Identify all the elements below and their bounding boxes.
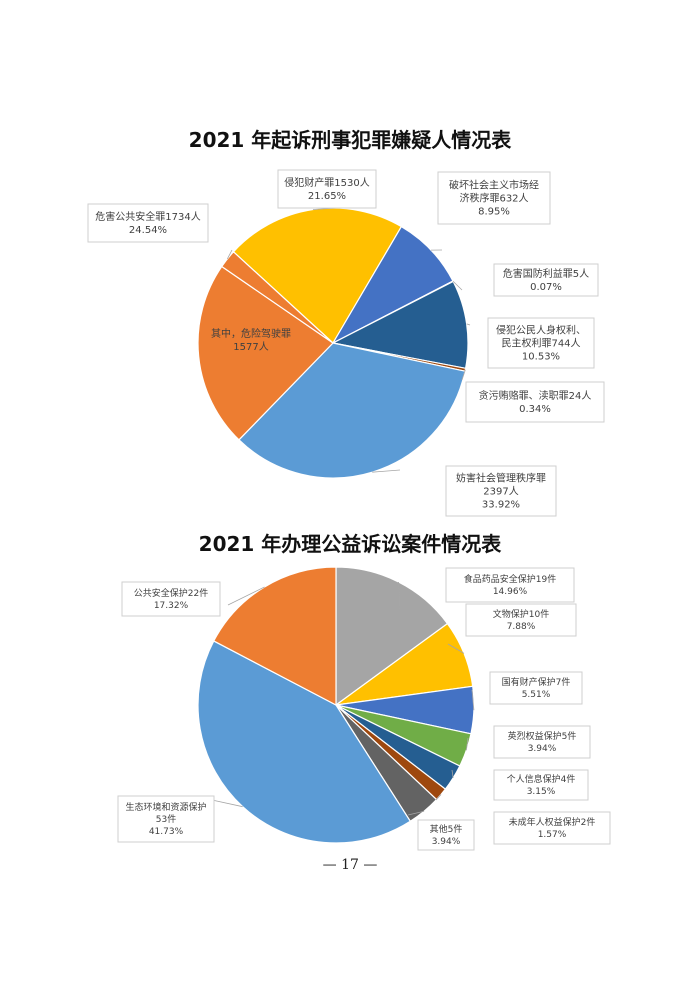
leader-line — [398, 581, 401, 611]
pie-label-1: 侵犯财产罪1530人 21.65% — [277, 169, 377, 210]
label-box — [437, 171, 551, 225]
pie-slice-9 — [212, 566, 337, 706]
data-label-text: 危害国防利益罪5人 — [503, 267, 589, 280]
chart2-title: 2021 年办理公益诉讼案件情况表 — [198, 532, 502, 556]
pie-slice-6 — [238, 342, 466, 479]
data-label-text: 17.32% — [154, 601, 189, 611]
data-label-text: 14.96% — [493, 587, 528, 597]
label-box — [489, 671, 583, 705]
data-label-text: 公共安全保护22件 — [134, 587, 208, 599]
label-box — [445, 567, 575, 603]
leader-line — [407, 810, 425, 816]
label-box — [493, 811, 611, 845]
pie-label-7: 其他5件 3.94% — [407, 810, 475, 851]
data-label-text: 1577人 — [233, 341, 268, 353]
leader-line — [447, 643, 465, 654]
data-label-text: 2397人 — [483, 486, 518, 498]
data-label-text: 1.57% — [538, 830, 567, 840]
data-label-text: 民主权利罪744人 — [501, 337, 580, 350]
data-label-text: 英烈权益保护5件 — [508, 730, 577, 742]
data-label-text: 7.88% — [507, 622, 536, 632]
pie-label-1: 食品药品安全保护19件 14.96% — [398, 567, 575, 611]
leader-line — [452, 280, 463, 291]
data-label-text: 危害公共安全罪1734人 — [95, 210, 200, 223]
pie-slices — [197, 207, 469, 479]
data-label-text: 个人信息保护4件 — [507, 773, 576, 785]
data-label-text: 食品药品安全保护19件 — [464, 573, 556, 585]
label-box — [493, 725, 591, 759]
pie-label-4: 英烈权益保护5件 3.94% — [465, 725, 591, 759]
data-label-text: 41.73% — [149, 827, 184, 837]
page-number: — 17 — — [322, 857, 378, 873]
data-label-text: 国有财产保护7件 — [502, 676, 571, 688]
leader-line — [451, 769, 454, 779]
data-label-text: 24.54% — [129, 225, 167, 236]
label-box — [121, 581, 221, 617]
pie-label-3: 危害国防利益罪5人 0.07% — [452, 263, 599, 297]
label-box — [493, 769, 589, 801]
leader-line — [466, 323, 471, 326]
pie-slice-8 — [197, 640, 412, 844]
data-label-text: 0.07% — [530, 282, 562, 293]
data-label-text: 10.53% — [522, 352, 560, 363]
data-label-text: 8.95% — [478, 207, 510, 218]
data-label-text: 3.94% — [528, 744, 557, 754]
pie-slice-1 — [335, 566, 449, 707]
leader-line — [372, 469, 401, 473]
data-label-text: 53件 — [156, 813, 176, 825]
label-box — [465, 603, 577, 637]
leader-line — [461, 369, 466, 381]
data-label-text: 生态环境和资源保护 — [125, 801, 206, 813]
label-box — [87, 203, 209, 243]
label-box — [465, 381, 605, 423]
label-box — [487, 317, 595, 369]
data-label-text: 侵犯公民人身权利、 — [496, 324, 586, 337]
pie-label-6: 未成年人权益保护2件 1.57% — [435, 794, 611, 845]
data-label-text: 其中，危险驾驶罪 — [211, 327, 291, 340]
data-label-text: 3.94% — [432, 837, 461, 847]
leader-line — [226, 249, 233, 260]
pie-label-9: 公共安全保护22件 17.32% — [121, 581, 265, 617]
pie-slice-7 — [197, 265, 334, 441]
data-label-text: 3.15% — [527, 787, 556, 797]
data-label-text: 破坏社会主义市场经 — [449, 179, 539, 192]
leader-line — [471, 689, 475, 711]
data-label-text: 侵犯财产罪1530人 — [284, 176, 369, 189]
data-label-text: 妨害社会管理秩序罪 — [456, 472, 546, 485]
label-box — [117, 795, 215, 843]
pie-label-8: 危害公共安全罪1734人 24.54% — [87, 203, 233, 260]
leader-line — [435, 794, 442, 801]
label-box — [493, 263, 599, 297]
data-label-text: 济秩序罪632人 — [459, 192, 528, 205]
data-label-text: 未成年人权益保护2件 — [509, 816, 596, 828]
label-box — [445, 465, 557, 517]
pie-label-2: 文物保护10件 7.88% — [447, 603, 577, 654]
data-label-text: 33.92% — [482, 500, 520, 511]
leader-line — [227, 586, 265, 606]
public-interest-cases-pie-chart: 食品药品安全保护19件 14.96% 文物保护10件 7.88% 国有财产保护7件 5.5… — [117, 566, 611, 851]
data-label-text: 21.65% — [308, 191, 346, 202]
label-box — [417, 819, 475, 851]
pie-label-4: 侵犯公民人身权利、民主权利罪744人 10.53% — [466, 317, 595, 369]
leader-line — [211, 799, 243, 808]
pie-label-3: 国有财产保护7件 5.51% — [471, 671, 583, 711]
pie-labels: 食品药品安全保护19件 14.96% 文物保护10件 7.88% 国有财产保护7件 5.5… — [117, 567, 611, 851]
label-box — [277, 169, 377, 209]
pie-slices — [197, 566, 475, 844]
data-label-text: 文物保护10件 — [493, 608, 549, 620]
data-label-text: 5.51% — [522, 690, 551, 700]
pie-label-5: 个人信息保护4件 3.15% — [451, 769, 589, 801]
data-label-text: 其他5件 — [430, 823, 463, 835]
pie-label-5: 贪污贿赂罪、渎职罪24人 0.34% — [461, 369, 605, 423]
leader-line — [465, 737, 469, 751]
data-label-text: 0.34% — [519, 404, 551, 415]
data-label-text: 贪污贿赂罪、渎职罪24人 — [479, 389, 592, 402]
chart1-title: 2021 年起诉刑事犯罪嫌疑人情况表 — [188, 128, 512, 152]
